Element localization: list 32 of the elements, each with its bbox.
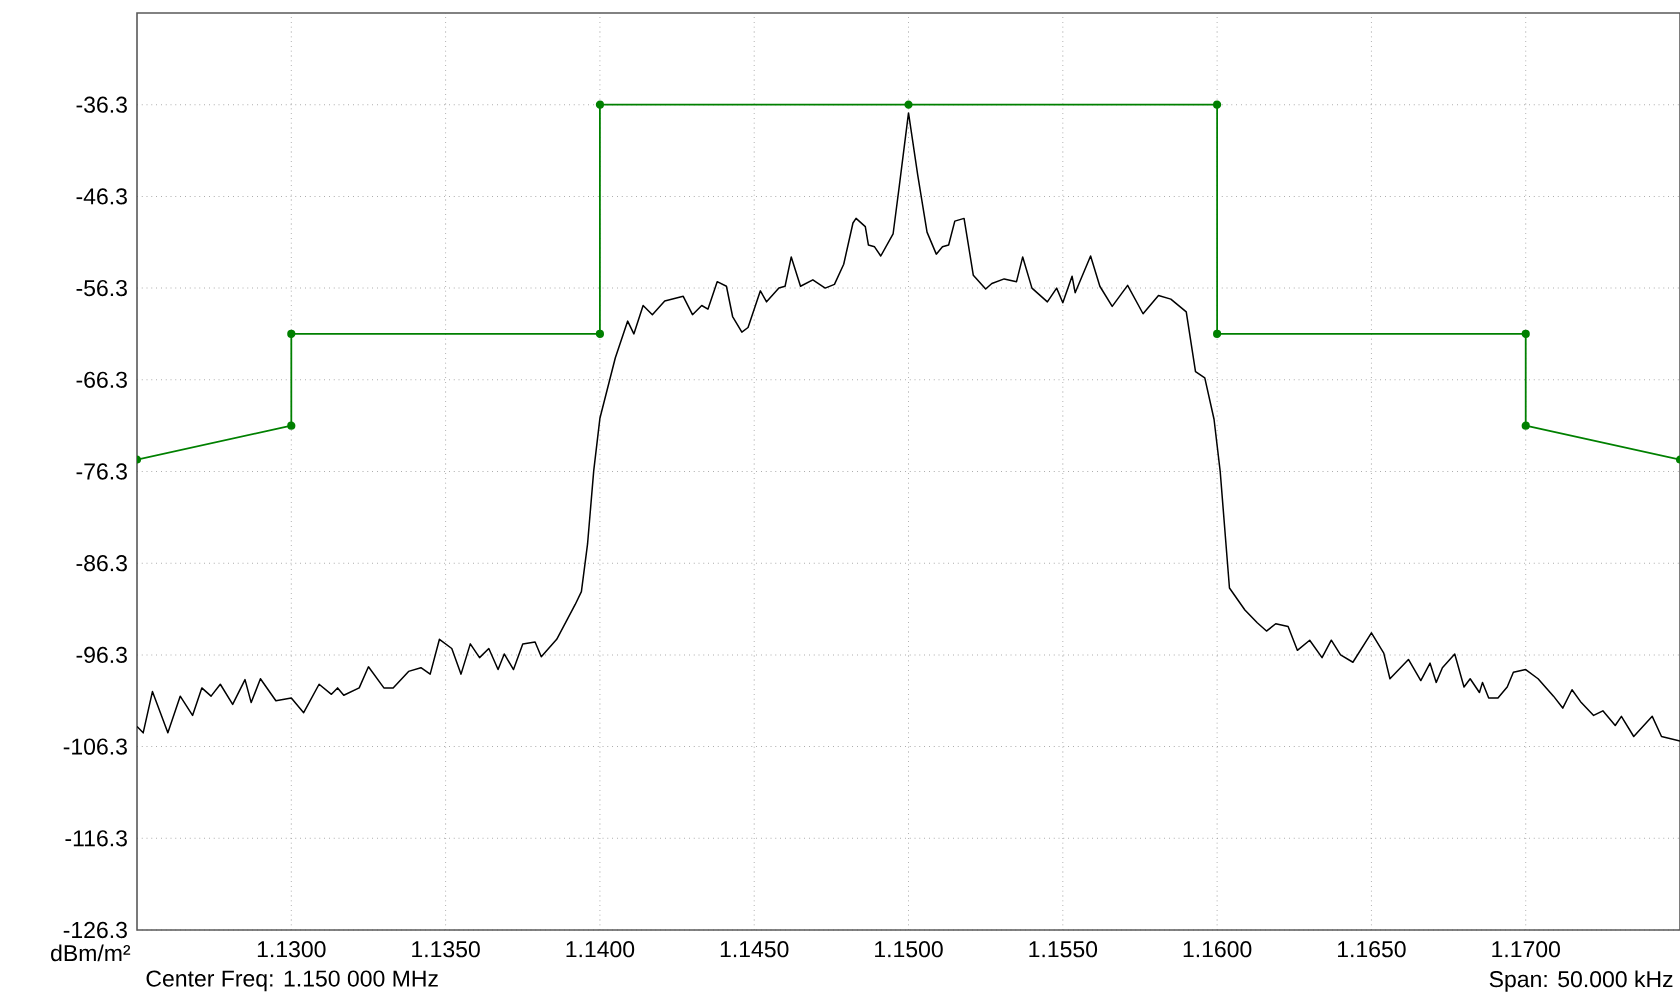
text: Center Freq: 1.150 000 MHz xyxy=(146,970,438,992)
point xyxy=(1521,329,1530,339)
x-tick-label: 1.1550 xyxy=(1029,941,1098,958)
x-tick-label: 1.1450 xyxy=(720,941,789,958)
x-tick-label: 1.1700 xyxy=(1492,941,1560,958)
y-tick-label: -126.3 xyxy=(63,921,127,939)
y-tick-label: -76.3 xyxy=(76,463,127,480)
text: Span: 50.000 kHz xyxy=(1489,970,1673,992)
y-tick-label: -36.3 xyxy=(76,96,127,113)
y-tick-label: -96.3 xyxy=(76,646,127,664)
x-tick-label: 1.1600 xyxy=(1183,941,1252,958)
y-axis-title: dBm/m² xyxy=(51,944,131,962)
point xyxy=(595,329,605,339)
x-tick-label: 1.1650 xyxy=(1338,941,1406,958)
point xyxy=(1213,100,1222,109)
x-tick-label: 1.1400 xyxy=(566,941,635,958)
y-tick-label: -106.3 xyxy=(63,738,127,755)
point xyxy=(904,100,913,109)
y-tick-label: -86.3 xyxy=(76,555,127,572)
point xyxy=(287,329,296,339)
x-tick-label: 1.1300 xyxy=(257,941,326,958)
y-tick-label: -66.3 xyxy=(76,371,127,388)
point xyxy=(1213,329,1222,339)
x-tick-label: 1.1500 xyxy=(875,941,943,958)
point xyxy=(595,100,605,109)
point xyxy=(1521,421,1530,430)
x-tick-label: 1.1350 xyxy=(412,941,480,958)
y-tick-label: -56.3 xyxy=(76,279,127,297)
point xyxy=(287,421,296,430)
y-tick-label: -46.3 xyxy=(76,188,127,205)
line-series xyxy=(137,112,1680,742)
y-tick-label: -116.3 xyxy=(65,830,127,847)
